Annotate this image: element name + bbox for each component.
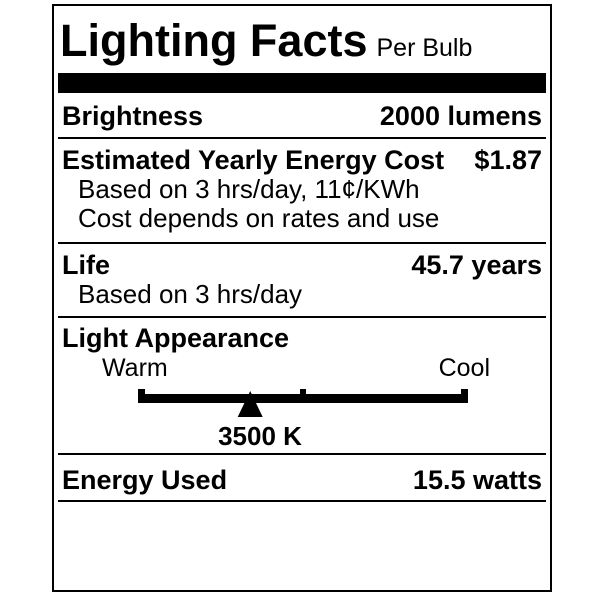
energy-cost-section: Estimated Yearly Energy Cost $1.87 Based… bbox=[54, 139, 550, 242]
energy-cost-note-basis: Based on 3 hrs/day, 11¢/KWh bbox=[78, 174, 420, 204]
divider bbox=[58, 453, 546, 455]
light-appearance-label: Light Appearance bbox=[62, 323, 290, 353]
divider bbox=[58, 316, 546, 318]
energy-used-label: Energy Used bbox=[62, 465, 228, 495]
brightness-value: 2000 lumens bbox=[379, 101, 542, 131]
energy-used-section: Energy Used 15.5 watts bbox=[54, 455, 550, 500]
label-per-unit: Per Bulb bbox=[376, 34, 473, 62]
life-section: Life 45.7 years Based on 3 hrs/day bbox=[54, 244, 550, 316]
energy-cost-note-disclaimer: Cost depends on rates and use bbox=[78, 203, 440, 233]
life-value: 45.7 years bbox=[411, 250, 542, 280]
brightness-label: Brightness bbox=[62, 101, 204, 131]
life-row: Life 45.7 years bbox=[54, 250, 550, 280]
energy-used-row: Energy Used 15.5 watts bbox=[54, 465, 550, 495]
brightness-row: Brightness 2000 lumens bbox=[54, 101, 550, 131]
energy-used-value: 15.5 watts bbox=[412, 465, 542, 495]
energy-cost-label: Estimated Yearly Energy Cost bbox=[62, 145, 445, 175]
lighting-facts-label: Lighting Facts Per Bulb Brightness 2000 … bbox=[52, 4, 552, 592]
divider bbox=[58, 500, 546, 502]
light-appearance-section: Light Appearance Warm Cool 3500 K bbox=[54, 318, 550, 453]
label-header: Lighting Facts Per Bulb bbox=[54, 6, 550, 67]
life-label: Life bbox=[62, 250, 111, 280]
divider bbox=[58, 137, 546, 139]
scale-right-tick bbox=[461, 389, 468, 403]
scale-left-tick bbox=[138, 389, 145, 403]
warm-label: Warm bbox=[102, 354, 168, 382]
divider bbox=[58, 242, 546, 244]
color-temp-marker-icon bbox=[237, 391, 263, 417]
energy-cost-row: Estimated Yearly Energy Cost $1.87 bbox=[54, 145, 550, 175]
energy-cost-value: $1.87 bbox=[474, 145, 542, 175]
header-black-bar bbox=[58, 73, 546, 93]
scale-mid-tick bbox=[300, 389, 306, 403]
warm-cool-row: Warm Cool bbox=[54, 354, 550, 383]
brightness-section: Brightness 2000 lumens bbox=[54, 93, 550, 137]
color-temperature-scale bbox=[138, 389, 468, 417]
label-title: Lighting Facts bbox=[60, 15, 368, 66]
cool-label: Cool bbox=[438, 354, 490, 382]
color-temperature-value: 3500 K bbox=[218, 421, 302, 451]
life-note-basis: Based on 3 hrs/day bbox=[78, 279, 303, 309]
